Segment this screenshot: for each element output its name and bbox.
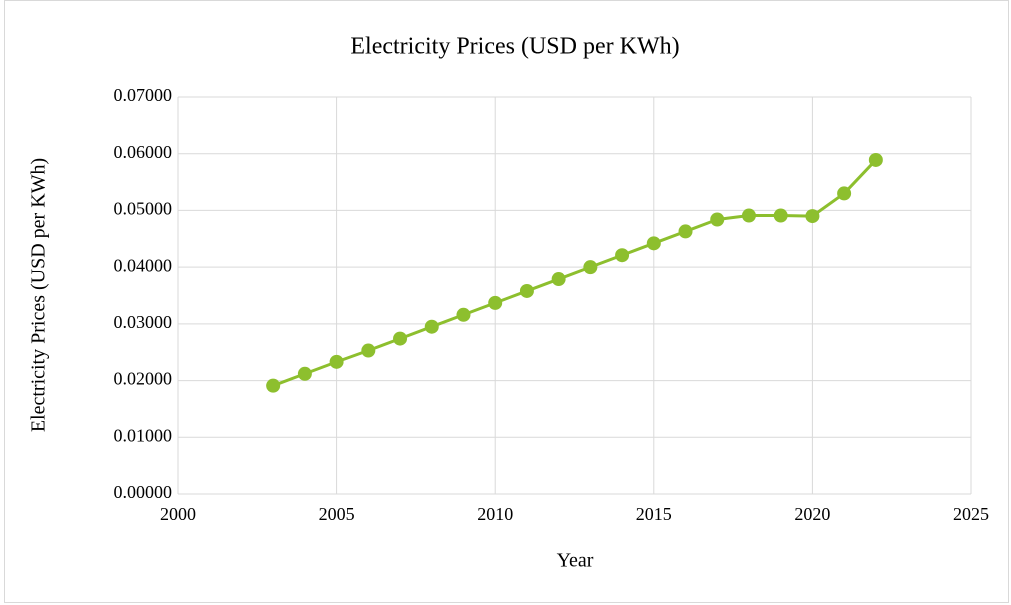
data-point [456, 307, 471, 322]
data-point [488, 295, 503, 310]
y-tick-label: 0.06000 [114, 142, 173, 162]
y-tick-label: 0.02000 [114, 369, 173, 389]
data-point [741, 208, 756, 223]
data-point [868, 152, 883, 167]
data-point [837, 186, 852, 201]
x-tick-label: 2010 [477, 504, 513, 524]
x-tick-label: 2015 [636, 504, 672, 524]
x-tick-label: 2005 [319, 504, 355, 524]
y-tick-label: 0.04000 [114, 255, 173, 275]
data-point [266, 378, 281, 393]
data-point [297, 366, 312, 381]
data-point [361, 343, 376, 358]
x-axis-label: Year [557, 550, 594, 572]
y-tick-label: 0.07000 [114, 85, 173, 105]
data-point [678, 224, 693, 239]
x-tick-label: 2020 [794, 504, 830, 524]
data-point [424, 319, 439, 334]
data-point [805, 209, 820, 224]
y-tick-label: 0.03000 [114, 312, 173, 332]
chart-frame [4, 0, 1009, 603]
x-tick-label: 2025 [953, 504, 989, 524]
data-point [519, 283, 534, 298]
data-point [773, 208, 788, 223]
data-point [583, 260, 598, 275]
chart-title: Electricity Prices (USD per KWh) [350, 34, 679, 60]
data-point [710, 212, 725, 227]
data-point [393, 331, 408, 346]
y-tick-label: 0.00000 [114, 482, 173, 502]
y-axis-label: Electricity Prices (USD per KWh) [28, 158, 50, 432]
data-point [646, 236, 661, 251]
data-point [329, 354, 344, 369]
y-tick-label: 0.05000 [114, 199, 173, 219]
data-point [551, 272, 566, 287]
y-tick-label: 0.01000 [114, 425, 173, 445]
x-tick-label: 2000 [160, 504, 196, 524]
data-point [615, 248, 630, 263]
